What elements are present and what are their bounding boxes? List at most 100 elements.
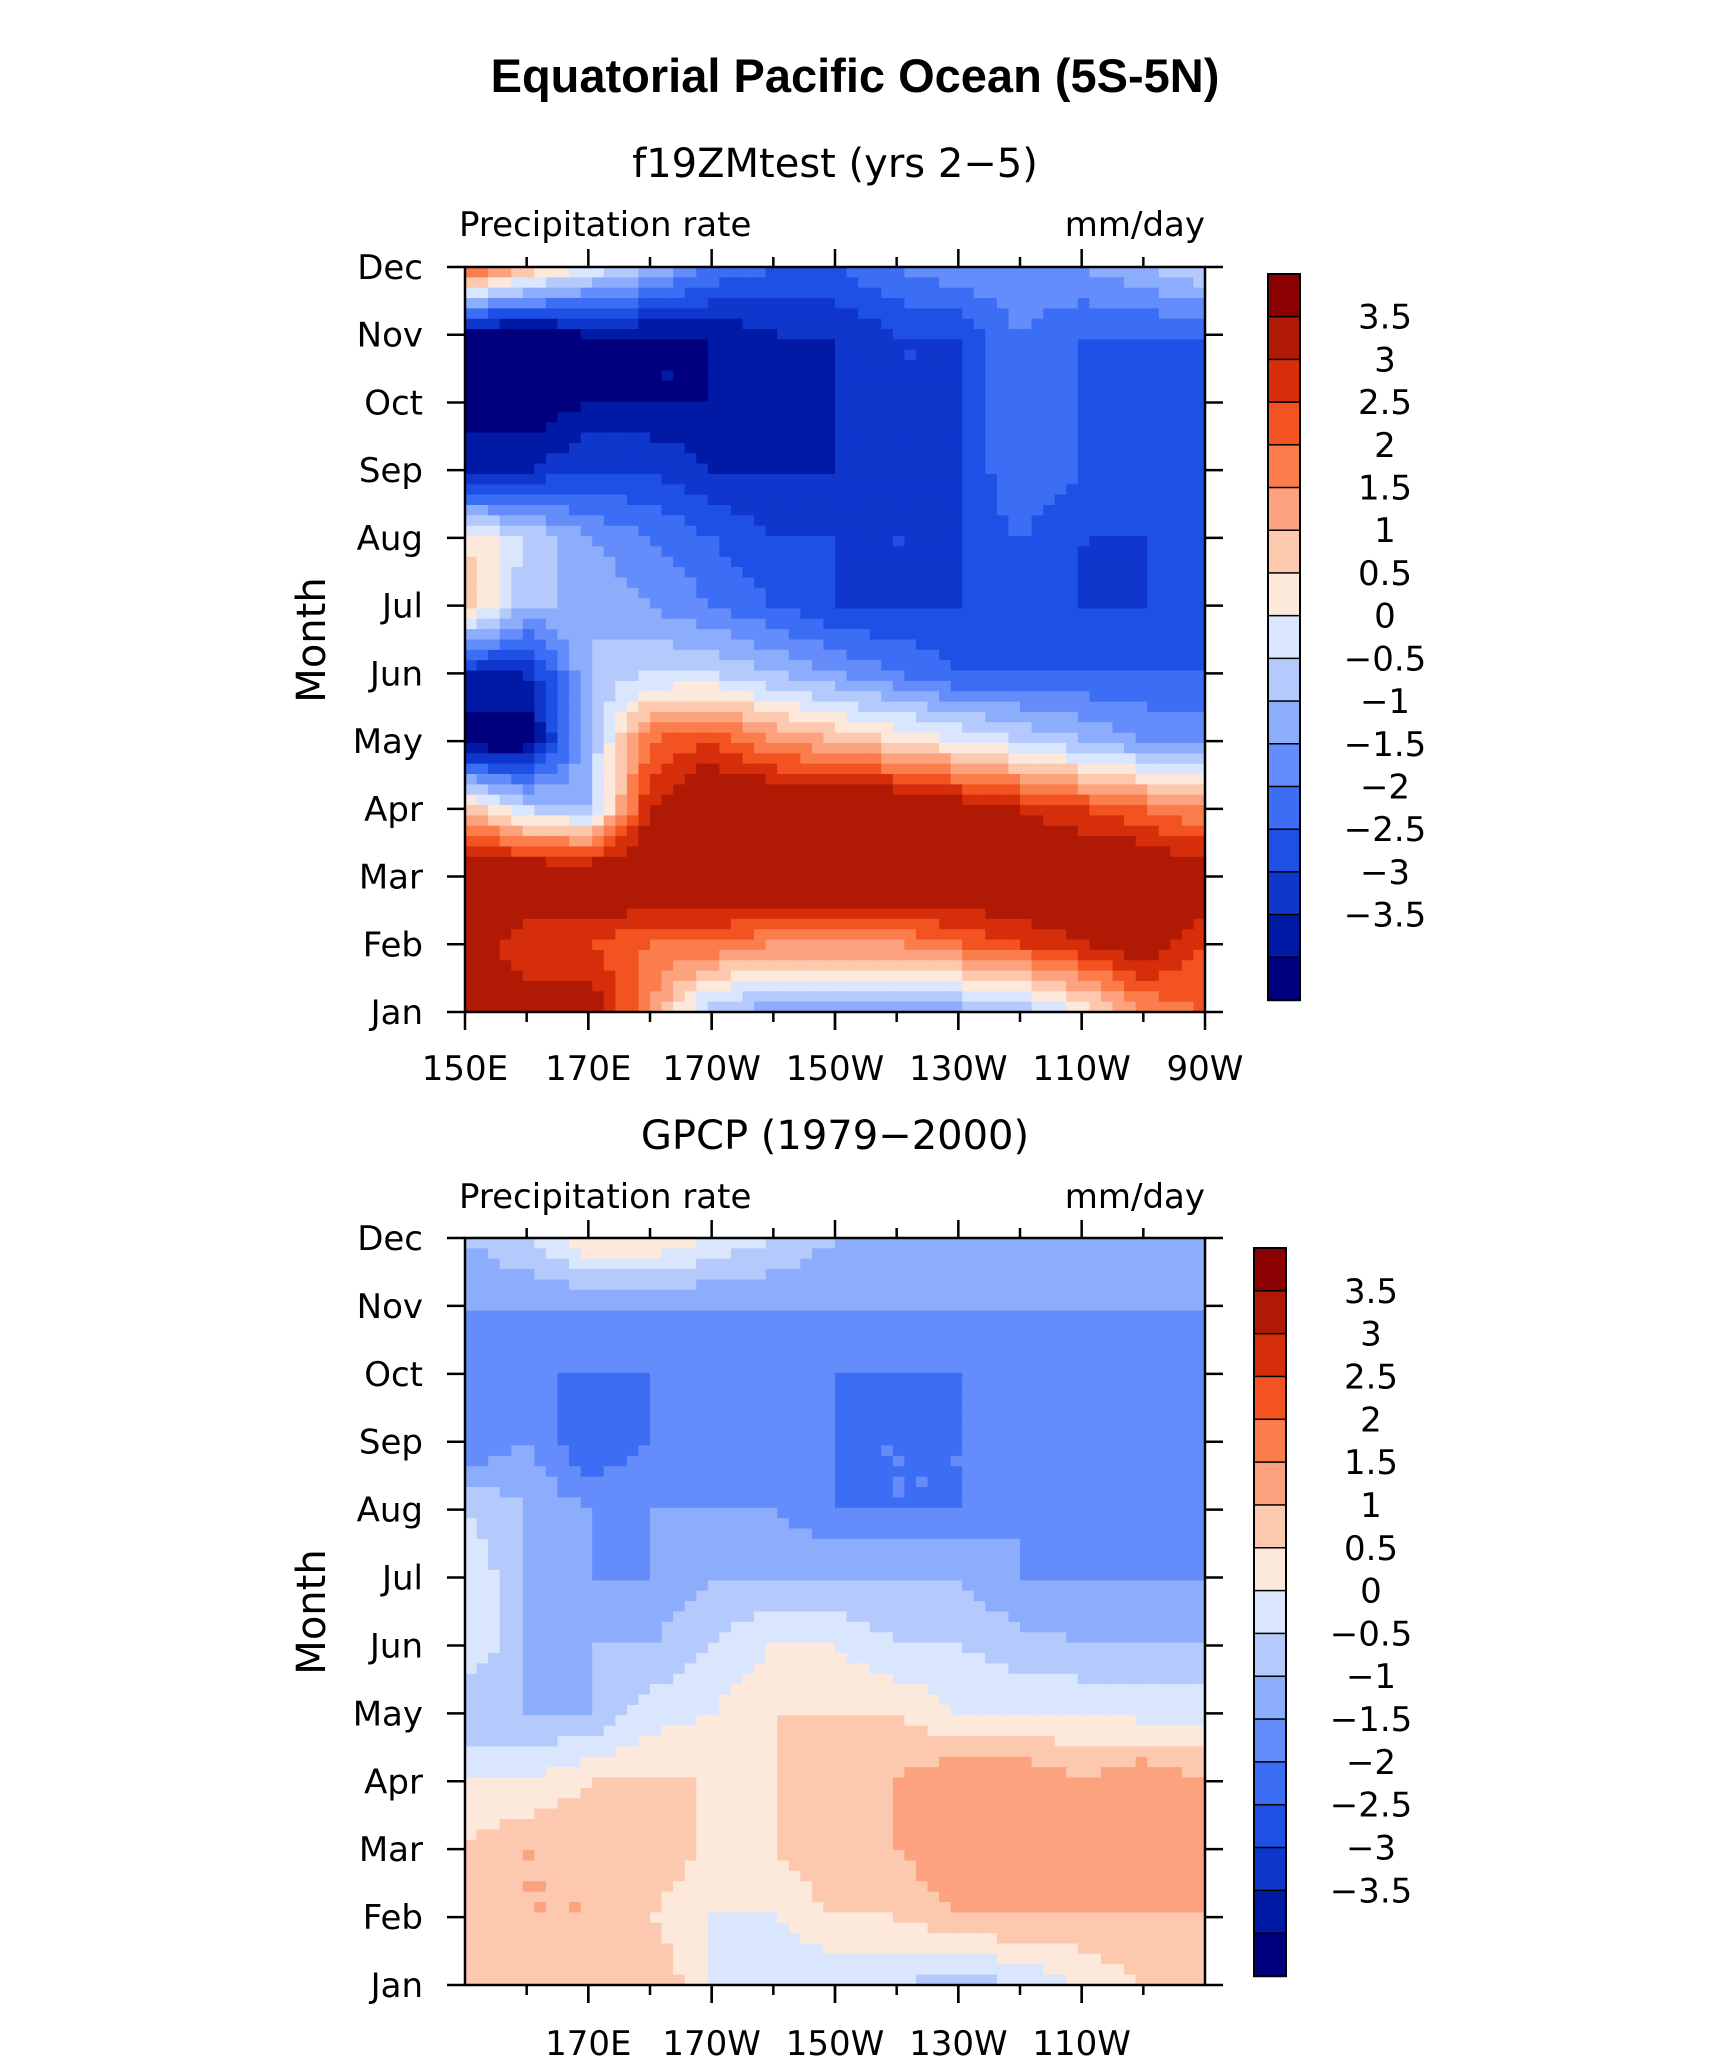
heat-cell	[1181, 918, 1195, 930]
heat-cell	[892, 639, 905, 651]
heat-cell	[939, 639, 952, 651]
heat-cell	[1089, 918, 1102, 930]
heat-cell	[939, 660, 952, 672]
heat-cell	[730, 546, 744, 558]
heat-cell	[811, 1248, 825, 1260]
heat-cell	[1147, 691, 1160, 703]
heat-cell	[557, 1238, 570, 1249]
heat-cell	[1100, 960, 1114, 972]
heat-cell	[1112, 660, 1125, 672]
heat-cell	[650, 629, 663, 641]
heat-cell	[962, 908, 975, 920]
heat-cell	[557, 701, 570, 713]
heat-cell	[892, 949, 905, 961]
heat-cell	[788, 670, 801, 682]
heat-cell	[626, 939, 640, 951]
heat-cell	[511, 339, 524, 351]
heat-cell	[650, 463, 663, 475]
heat-cell	[511, 629, 524, 641]
heat-cell	[846, 308, 859, 320]
heat-cell	[846, 836, 859, 848]
heat-cell	[603, 339, 616, 351]
heat-cell	[800, 711, 813, 723]
heat-cell	[650, 370, 663, 382]
heat-cell	[915, 960, 929, 972]
heat-cell	[696, 525, 709, 537]
heat-cell	[985, 846, 998, 858]
heat-cell	[1054, 442, 1067, 454]
heat-cell	[626, 339, 640, 351]
heat-cell	[557, 411, 570, 423]
heat-cell	[1124, 360, 1137, 372]
heat-cell	[638, 411, 651, 423]
heat-cell	[754, 463, 767, 475]
heat-cell	[811, 918, 825, 930]
heat-cell	[557, 318, 570, 330]
heat-cell	[499, 1001, 512, 1012]
heat-cell	[811, 753, 825, 765]
heat-cell	[1100, 349, 1114, 361]
heat-cell	[534, 432, 547, 444]
heat-cell	[534, 774, 547, 785]
heat-cell	[522, 660, 535, 672]
heat-cell	[1054, 391, 1067, 403]
heat-cell	[1008, 908, 1021, 920]
heat-cell	[1193, 567, 1205, 579]
heat-cell	[638, 473, 651, 485]
heat-cell	[1054, 308, 1067, 320]
heat-cell	[939, 1248, 952, 1260]
heat-cell	[1054, 805, 1067, 817]
heat-cell	[835, 473, 848, 485]
heat-cell	[881, 908, 894, 920]
heat-cell	[673, 432, 686, 444]
heat-cell	[1008, 815, 1021, 827]
heat-cell	[1147, 318, 1160, 330]
heat-cell	[1089, 608, 1102, 620]
heat-cell	[846, 732, 859, 744]
heat-cell	[696, 349, 709, 361]
heat-cell	[996, 825, 1010, 837]
heat-cell	[1008, 267, 1021, 278]
heat-cell	[615, 494, 628, 506]
heat-cell	[603, 763, 616, 775]
y-tick-label: May	[353, 722, 423, 762]
heat-cell	[835, 929, 848, 941]
heat-cell	[1181, 805, 1195, 817]
heat-cell	[673, 970, 686, 982]
heat-cell	[673, 960, 686, 972]
heat-cell	[754, 732, 767, 744]
heat-cell	[754, 774, 767, 785]
heat-cell	[742, 898, 755, 910]
heat-cell	[1147, 1238, 1160, 1249]
heat-cell	[1124, 411, 1137, 423]
heat-cell	[545, 784, 559, 796]
heat-cell	[962, 970, 975, 982]
heat-cell	[1193, 825, 1205, 837]
heat-cell	[580, 774, 593, 785]
heat-cell	[534, 980, 547, 992]
heat-cell	[476, 784, 489, 796]
heat-cell	[603, 567, 616, 579]
heat-cell	[811, 1269, 825, 1281]
heat-cell	[858, 618, 871, 630]
heat-cell	[615, 1269, 628, 1281]
heat-cell	[788, 401, 801, 413]
heat-cell	[811, 411, 825, 423]
heat-cell	[534, 1279, 547, 1291]
heat-cell	[1020, 318, 1033, 330]
heat-cell	[557, 732, 570, 744]
heat-cell	[1054, 867, 1067, 879]
heat-cell	[1124, 691, 1137, 703]
heat-cell	[765, 908, 778, 920]
heat-cell	[1170, 494, 1183, 506]
heat-cell	[962, 980, 975, 992]
heat-cell	[1020, 794, 1033, 806]
heat-cell	[881, 339, 894, 351]
heat-cell	[580, 567, 593, 579]
heat-cell	[615, 411, 628, 423]
heat-cell	[673, 608, 686, 620]
heat-cell	[1112, 918, 1125, 930]
heat-cell	[534, 1248, 547, 1260]
heat-cell	[811, 722, 825, 734]
heat-cell	[939, 774, 952, 785]
